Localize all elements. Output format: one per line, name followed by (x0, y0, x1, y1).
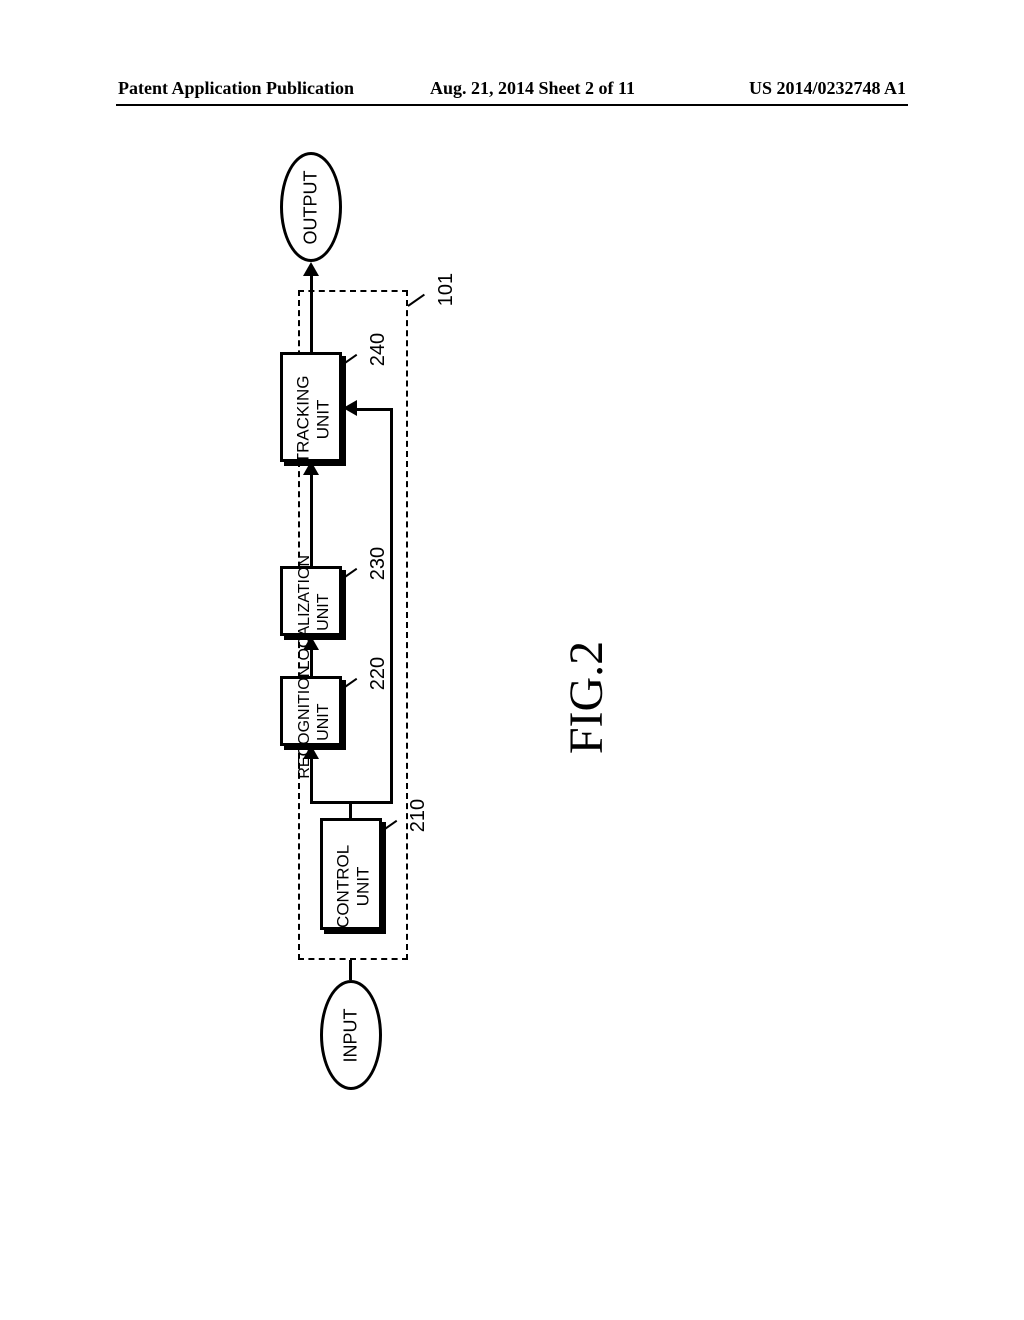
ref-101: 101 (435, 273, 458, 306)
ref-220: 220 (367, 657, 390, 690)
control-label: CONTROL UNIT (334, 843, 375, 929)
arrow-to-output (303, 262, 319, 276)
input-label: INPUT (341, 1008, 362, 1062)
block-diagram: 101 INPUT CONTROL UNIT 210 RECOGNITION U… (0, 190, 1024, 1090)
header-rule (116, 104, 908, 106)
header-right: US 2014/0232748 A1 (749, 78, 906, 99)
recognition-box: RECOGNITION UNIT (280, 676, 342, 746)
tracking-box: TRACKING UNIT (280, 352, 342, 462)
line-track-to-output (310, 270, 313, 352)
line-input-box (349, 960, 352, 980)
control-box: CONTROL UNIT (320, 818, 382, 930)
localization-label: LOCALIZATION UNIT (295, 549, 333, 675)
header-center: Aug. 21, 2014 Sheet 2 of 11 (430, 78, 635, 99)
ref-230: 230 (367, 547, 390, 580)
output-node: OUTPUT (280, 152, 342, 262)
line-t-bar (310, 801, 392, 804)
line-loc-to-track (310, 465, 313, 566)
line-bypass (390, 408, 393, 804)
recognition-label: RECOGNITION UNIT (295, 661, 333, 783)
output-label: OUTPUT (301, 170, 322, 244)
tracking-label: TRACKING UNIT (294, 372, 335, 466)
localization-box: LOCALIZATION UNIT (280, 566, 342, 636)
input-node: INPUT (320, 980, 382, 1090)
line-control-up (349, 803, 352, 818)
leader-101 (407, 294, 425, 307)
ref-240: 240 (367, 333, 390, 366)
ref-210: 210 (407, 799, 430, 832)
header-left: Patent Application Publication (118, 78, 354, 99)
figure-label: FIG.2 (559, 641, 614, 754)
